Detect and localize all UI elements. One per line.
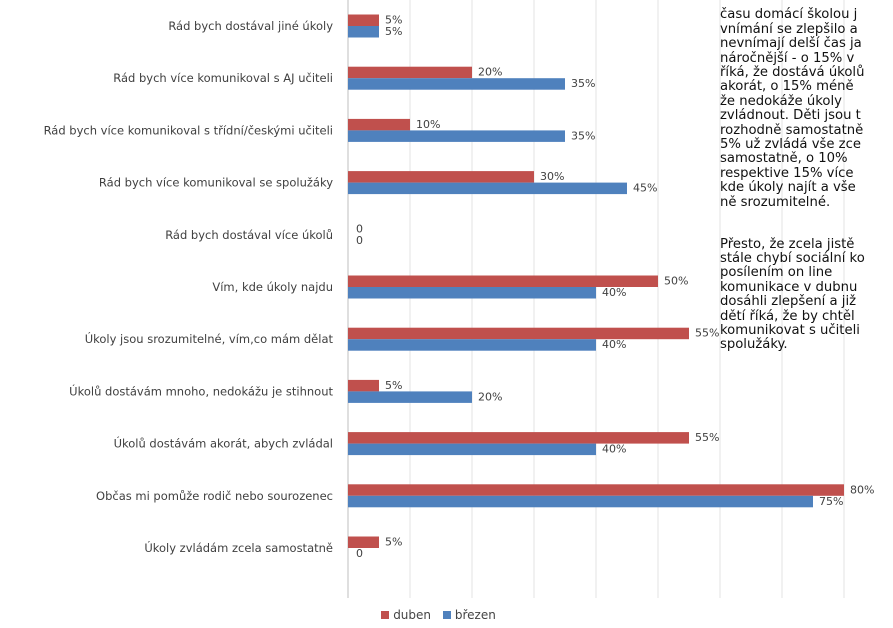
bar-duben xyxy=(348,379,379,392)
data-label: 5% xyxy=(385,536,402,549)
data-label: 0 xyxy=(356,547,363,560)
legend-item-brezen: březen xyxy=(442,608,496,622)
data-label: 75% xyxy=(819,495,843,508)
bar-březen xyxy=(348,391,472,403)
category-label: Úkoly zvládám zcela samostatně xyxy=(144,540,333,555)
bar-duben xyxy=(348,171,534,183)
bar-březen xyxy=(348,287,596,299)
bar-březen xyxy=(348,78,565,90)
side-text-paragraph-1: času domácí školou j vnímání se zlepšilo… xyxy=(720,7,865,210)
legend-label-brezen: březen xyxy=(454,608,496,622)
data-label: 5% xyxy=(385,25,402,38)
bar-březen xyxy=(348,26,379,38)
category-label: Úkolů dostávám mnoho, nedokážu je stihno… xyxy=(69,383,333,398)
bar-březen xyxy=(348,182,627,195)
legend: duben březen xyxy=(0,608,893,622)
data-label: 0 xyxy=(356,234,363,247)
bar-březen xyxy=(348,443,596,456)
bar-březen xyxy=(348,339,596,351)
data-label: 30% xyxy=(540,170,564,183)
data-label: 10% xyxy=(416,118,440,131)
data-label: 0 xyxy=(356,222,363,235)
legend-item-duben: duben xyxy=(381,608,431,622)
side-text-paragraph-2: Přesto, že zcela jistě stále chybí sociá… xyxy=(720,236,865,353)
data-label: 40% xyxy=(602,338,626,351)
category-label: Vím, kde úkoly najdu xyxy=(212,280,333,294)
data-label: 5% xyxy=(385,379,402,392)
data-label: 40% xyxy=(602,443,626,456)
category-label: Rád bych více komunikoval se spolužáky xyxy=(99,176,333,190)
data-label: 5% xyxy=(385,14,402,27)
category-label: Rád bych dostával více úkolů xyxy=(165,228,333,242)
data-label: 20% xyxy=(478,390,502,403)
category-label: Úkolů dostávám akorát, abych zvládal xyxy=(114,436,333,451)
bar-duben xyxy=(348,536,379,548)
value-labels: 5%5%20%35%10%35%30%45%0050%40%55%40%5%20… xyxy=(356,14,874,561)
bar-duben xyxy=(348,14,379,26)
bar-duben xyxy=(348,118,410,131)
side-text: času domácí školou j vnímání se zlepšilo… xyxy=(720,0,893,380)
data-label: 35% xyxy=(571,77,595,90)
data-label: 55% xyxy=(695,327,719,340)
data-label: 20% xyxy=(478,66,502,79)
bar-duben xyxy=(348,432,689,444)
gridlines xyxy=(347,0,845,598)
legend-swatch-brezen xyxy=(442,611,451,619)
category-label: Občas mi pomůže rodič nebo sourozenec xyxy=(96,489,333,503)
data-label: 40% xyxy=(602,286,626,299)
bar-duben xyxy=(348,66,472,79)
category-label: Rád bych více komunikoval s třídní/český… xyxy=(44,123,333,137)
data-label: 80% xyxy=(850,483,874,496)
data-label: 55% xyxy=(695,431,719,444)
data-label: 35% xyxy=(571,129,595,142)
legend-label-duben: duben xyxy=(393,608,432,622)
bar-duben xyxy=(348,484,844,496)
bars xyxy=(348,14,844,548)
bar-duben xyxy=(348,275,658,287)
category-labels: Rád bych dostával jiné úkoly Rád bych víc… xyxy=(44,19,334,555)
category-label: Úkoly jsou srozumitelné, vím,co mám děla… xyxy=(85,331,334,346)
category-label: Rád bych dostával jiné úkoly xyxy=(168,19,333,33)
bar-březen xyxy=(348,130,565,142)
legend-swatch-duben xyxy=(381,611,390,619)
data-label: 50% xyxy=(664,275,688,288)
data-label: 45% xyxy=(633,182,657,195)
bar-duben xyxy=(348,327,689,340)
category-label: Rád bych více komunikoval s AJ učiteli xyxy=(113,71,333,85)
bar-březen xyxy=(348,495,813,508)
